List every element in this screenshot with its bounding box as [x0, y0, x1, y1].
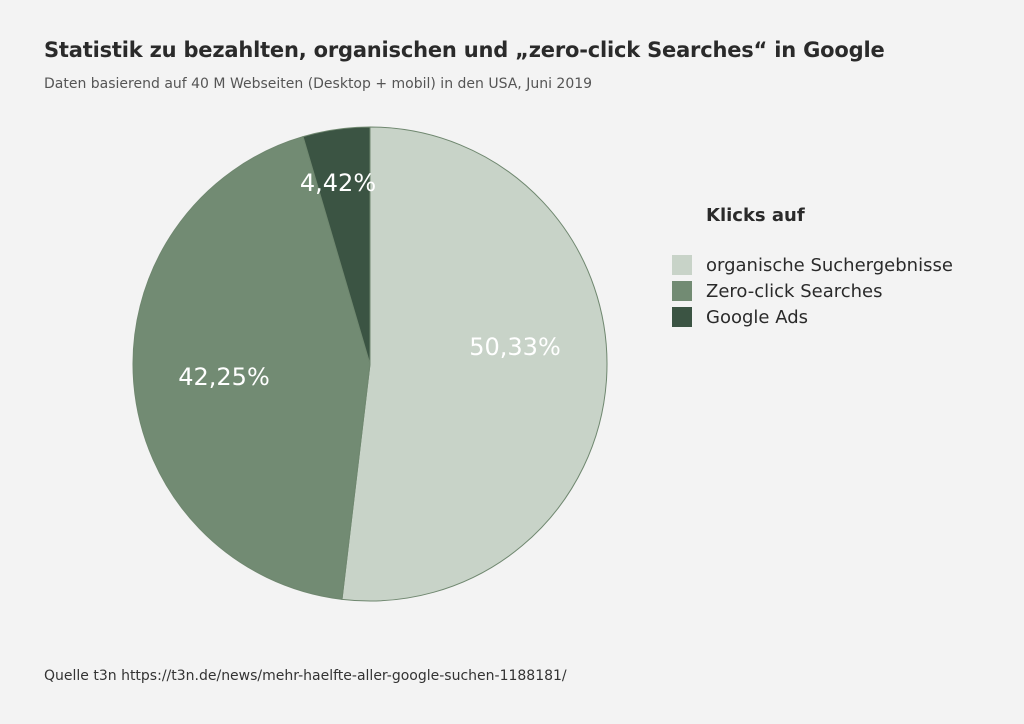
legend-label-google-ads: Google Ads	[706, 306, 808, 328]
pie-labels: 50,33% 42,25% 4,42%	[178, 169, 561, 391]
legend-swatch-organic	[672, 255, 692, 275]
chart-subtitle: Daten basierend auf 40 M Webseiten (Desk…	[44, 76, 593, 92]
slice-label-zero-click: 42,25%	[178, 363, 270, 391]
legend-item-organic: organische Suchergebnisse	[672, 252, 953, 278]
pie-slice-google-ads	[302, 126, 371, 365]
legend-item-zero-click: Zero-click Searches	[672, 278, 953, 304]
pie-slice-zero-click	[132, 136, 371, 600]
chart-title: Statistik zu bezahlten, organischen und …	[44, 38, 885, 62]
legend-item-google-ads: Google Ads	[672, 304, 953, 330]
pie-slice-organic	[341, 126, 608, 602]
legend-swatch-zero-click	[672, 281, 692, 301]
source-note: Quelle t3n https://t3n.de/news/mehr-hael…	[44, 668, 567, 684]
pie-slices	[132, 126, 608, 602]
legend-title: Klicks auf	[706, 205, 805, 226]
legend-label-organic: organische Suchergebnisse	[706, 254, 953, 276]
slice-label-google-ads: 4,42%	[300, 169, 376, 197]
legend-swatch-google-ads	[672, 307, 692, 327]
legend-label-zero-click: Zero-click Searches	[706, 280, 883, 302]
legend: Klicks auf organische Suchergebnisse Zer…	[672, 205, 953, 330]
slice-label-organic: 50,33%	[469, 333, 561, 361]
